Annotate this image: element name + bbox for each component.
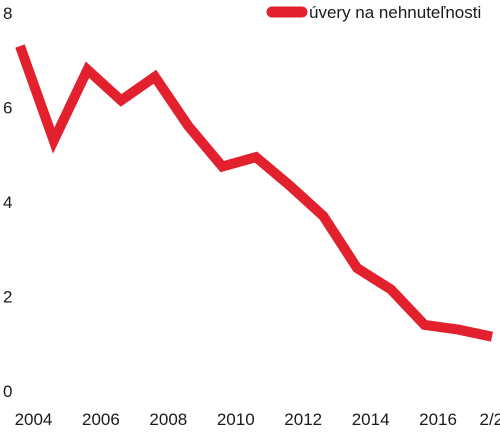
legend: úvery na nehnuteľnosti bbox=[266, 3, 481, 22]
y-axis-ticks: 0 2 4 6 8 bbox=[3, 4, 12, 401]
y-tick-label: 4 bbox=[3, 193, 12, 212]
y-tick-label: 6 bbox=[3, 99, 12, 118]
x-tick-label: 2004 bbox=[15, 410, 53, 429]
series-line bbox=[15, 44, 494, 342]
x-tick-label: 2010 bbox=[217, 410, 255, 429]
y-tick-label: 2 bbox=[3, 288, 12, 307]
legend-label: úvery na nehnuteľnosti bbox=[309, 3, 481, 22]
x-tick-label: 2014 bbox=[352, 410, 390, 429]
x-tick-label: 2008 bbox=[149, 410, 187, 429]
series-layer bbox=[15, 44, 494, 342]
x-tick-label: 2/2018 bbox=[479, 410, 500, 429]
y-tick-label: 8 bbox=[3, 4, 12, 23]
x-tick-label: 2012 bbox=[284, 410, 322, 429]
x-axis-ticks: 2004 2006 2008 2010 2012 2014 2016 2/2018 bbox=[15, 410, 500, 429]
x-tick-label: 2006 bbox=[82, 410, 120, 429]
y-tick-label: 0 bbox=[3, 382, 12, 401]
x-tick-label: 2016 bbox=[419, 410, 457, 429]
